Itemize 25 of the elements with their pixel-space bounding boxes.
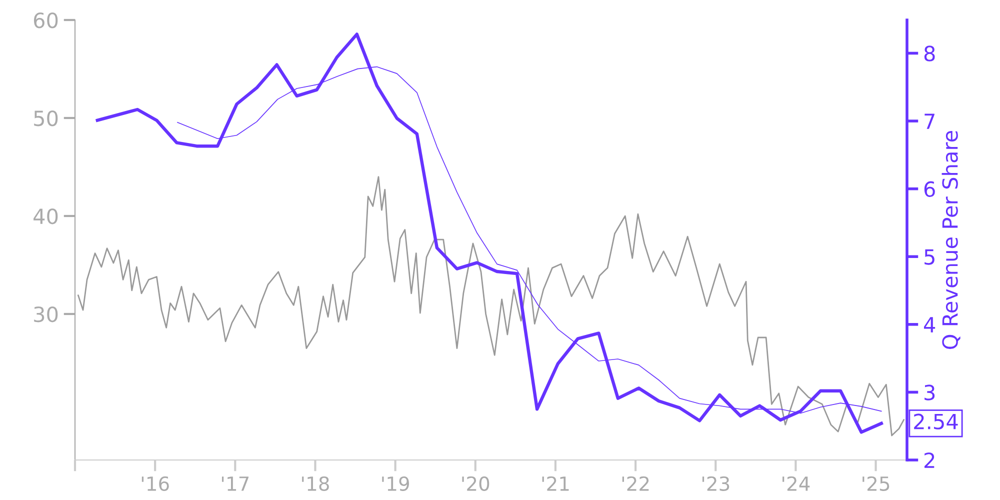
text: 2.54 — [914, 414, 958, 430]
y2-tick-label: 4 — [924, 317, 936, 332]
y2-tick-label: 8 — [924, 46, 935, 62]
y2-axis-title: Q Revenue Per Share — [942, 130, 960, 349]
y2-tick-label: 6 — [924, 181, 935, 198]
y2-tick-label: 7 — [924, 114, 934, 129]
y2-tick-label: 2 — [924, 452, 934, 468]
y2-tick-label: 3 — [924, 384, 935, 400]
x-tick-label: '24 — [782, 476, 810, 491]
y2-tick-label: 5 — [924, 249, 934, 265]
x-tick-label: '18 — [302, 476, 329, 492]
x-tick-label: '20 — [462, 476, 490, 492]
x-tick-label: '22 — [622, 476, 649, 491]
x-tick-label: '23 — [702, 476, 730, 492]
line-series — [78, 176, 904, 436]
x-tick-label: '21 — [542, 476, 569, 491]
y-tick-label: 30 — [34, 306, 58, 322]
y-tick-label: 50 — [34, 110, 58, 126]
y-tick-label: 60 — [34, 12, 58, 28]
x-tick-label: '17 — [222, 476, 249, 491]
line-series — [96, 32, 883, 434]
x-tick-label: '19 — [382, 476, 409, 492]
y-tick-label: 40 — [34, 208, 58, 224]
x-tick-label: '25 — [862, 476, 890, 492]
x-tick-label: '16 — [142, 476, 169, 492]
